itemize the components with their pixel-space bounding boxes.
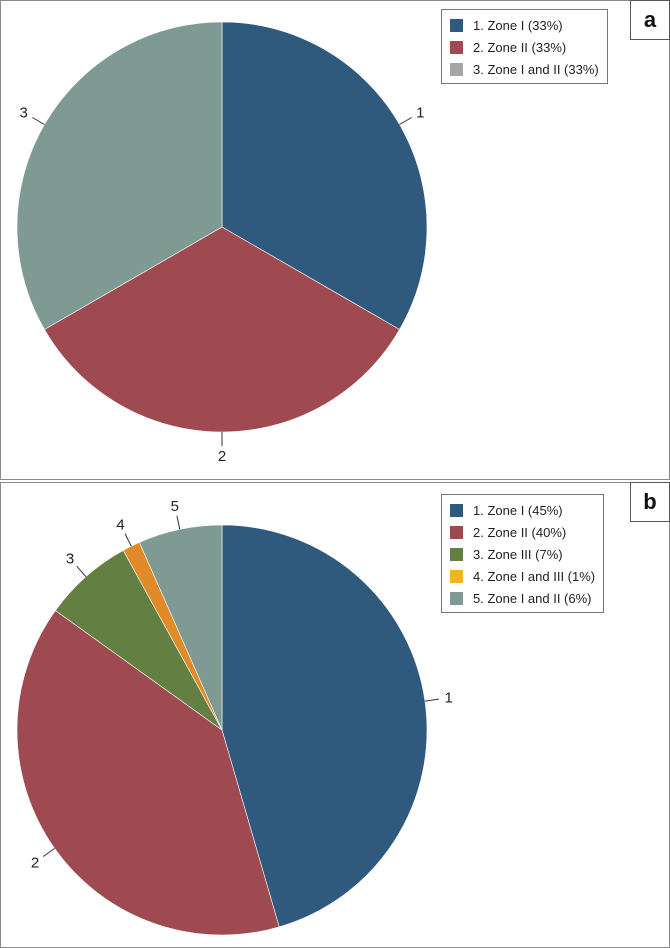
legend-item: 5. Zone I and II (6%) — [450, 587, 595, 609]
pie-chart-b: 1 2 3 4 5 — [16, 498, 453, 936]
panel-label-b: b — [630, 482, 670, 522]
slice-callout-label: 5 — [171, 498, 179, 515]
slice-callout-label: 3 — [66, 551, 74, 568]
leader-line — [424, 698, 439, 702]
legend-label: 3. Zone III (7%) — [473, 546, 563, 562]
legend-b: 1. Zone I (45%) 2. Zone II (40%) 3. Zone… — [441, 494, 605, 613]
legend-label: 2. Zone II (33%) — [473, 39, 567, 55]
chart-panel-b: 1 2 3 4 5 1. Zone I (45%) 2. Zone II (40%) 3… — [0, 482, 670, 948]
legend-label: 1. Zone I (33%) — [473, 17, 563, 33]
legend-swatch — [450, 40, 463, 54]
legend-label: 3. Zone I and II (33%) — [473, 61, 599, 77]
legend-label: 5. Zone I and II (6%) — [473, 590, 592, 606]
panel-label-a: a — [630, 0, 670, 40]
leader-line — [176, 515, 181, 530]
legend-label: 4. Zone I and III (1%) — [473, 568, 596, 584]
legend-swatch — [450, 525, 463, 539]
leader-line — [32, 117, 45, 125]
pie-chart-a: 1 2 3 — [16, 21, 428, 465]
legend-swatch — [450, 591, 463, 605]
legend-item: 2. Zone II (33%) — [450, 36, 599, 58]
leader-line — [42, 847, 55, 857]
legend-item: 2. Zone II (40%) — [450, 521, 595, 543]
chart-panel-a: 1 2 3 1. Zone I (33%) 2. Zone II (33%) 3. … — [0, 0, 670, 480]
legend-label: 2. Zone II (40%) — [473, 524, 567, 540]
legend-label: 1. Zone I (45%) — [473, 502, 563, 518]
slice-callout-label: 1 — [445, 690, 453, 707]
legend-item: 3. Zone I and II (33%) — [450, 58, 599, 80]
legend-swatch — [450, 503, 463, 517]
legend-swatch — [450, 569, 463, 583]
legend-item: 3. Zone III (7%) — [450, 543, 595, 565]
pie-slice — [16, 21, 223, 330]
leader-line — [399, 117, 412, 125]
pie-slice — [44, 226, 400, 433]
legend-item: 1. Zone I (45%) — [450, 499, 595, 521]
slice-callout-label: 3 — [20, 105, 28, 122]
slice-callout-label: 2 — [31, 854, 39, 871]
legend-swatch — [450, 62, 463, 76]
slice-callout-label: 1 — [416, 105, 424, 122]
legend-item: 4. Zone I and III (1%) — [450, 565, 595, 587]
pie-slice — [221, 21, 428, 330]
leader-line — [76, 565, 87, 577]
legend-a: 1. Zone I (33%) 2. Zone II (33%) 3. Zone… — [441, 9, 608, 84]
slice-callout-label: 2 — [218, 448, 226, 465]
legend-swatch — [450, 18, 463, 32]
slice-callout-label: 4 — [116, 517, 124, 534]
legend-swatch — [450, 547, 463, 561]
pie-slice — [16, 610, 280, 936]
leader-line — [124, 533, 132, 547]
legend-item: 1. Zone I (33%) — [450, 14, 599, 36]
pie-slice — [221, 524, 428, 928]
